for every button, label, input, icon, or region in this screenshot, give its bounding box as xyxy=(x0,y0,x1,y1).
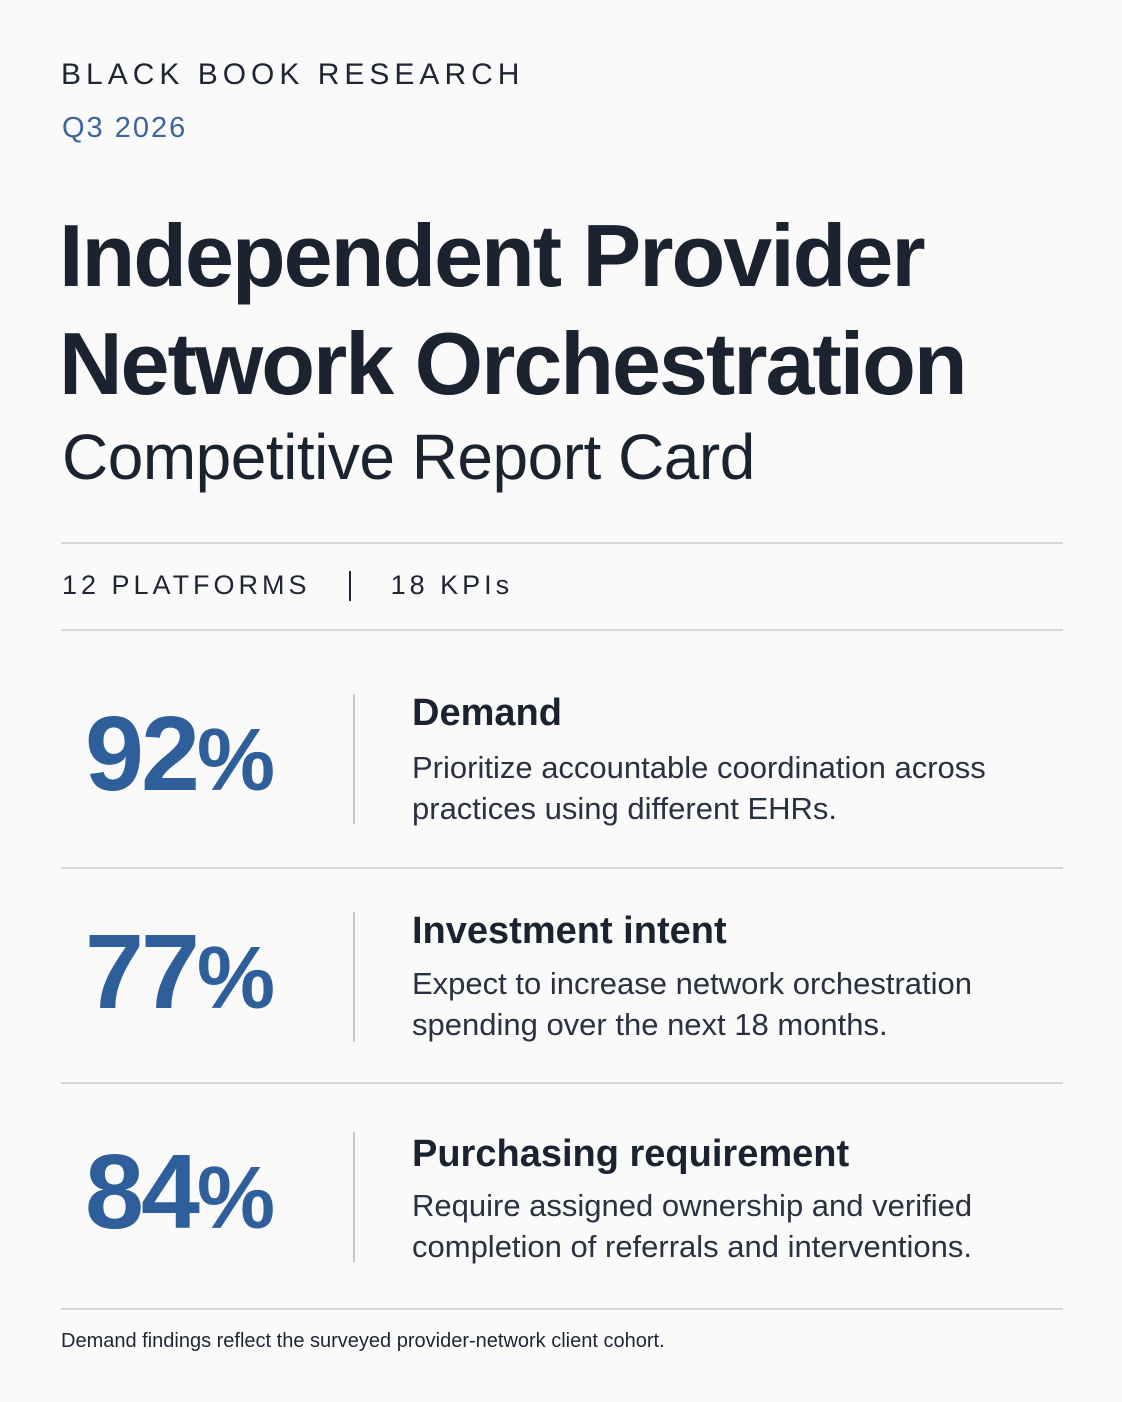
stat-value: 77% xyxy=(85,912,335,1033)
stat-number: 77 xyxy=(85,913,200,1031)
stat-divider xyxy=(353,912,355,1042)
percent-sign: % xyxy=(196,1148,276,1247)
stat-divider xyxy=(353,694,355,824)
stat-description: Prioritize accountable coordination acro… xyxy=(412,750,986,826)
stat-description: Require assigned ownership and verified … xyxy=(412,1188,973,1264)
stat-purchasing-requirement: 84% Purchasing requirement Require assig… xyxy=(61,1132,1063,1272)
divider xyxy=(61,1082,1063,1084)
divider xyxy=(61,1308,1063,1310)
stat-investment-intent: 77% Investment intent Expect to increase… xyxy=(61,910,1063,1052)
stat-divider xyxy=(353,1132,355,1262)
stat-value: 84% xyxy=(85,1132,335,1253)
divider xyxy=(61,629,1063,631)
kpi-count: 18 KPIs xyxy=(390,570,514,600)
stat-number: 84 xyxy=(85,1133,200,1251)
percent-sign: % xyxy=(196,928,276,1027)
report-card: BLACK BOOK RESEARCH Q3 2026 Independent … xyxy=(59,0,1063,1402)
stat-demand: 92% Demand Prioritize accountable coordi… xyxy=(61,692,1063,834)
stat-number: 92 xyxy=(85,695,200,813)
stat-description: Expect to increase network orchestration… xyxy=(412,966,972,1042)
title-line-1: Independent Provider xyxy=(59,206,926,305)
divider xyxy=(61,867,1063,869)
separator xyxy=(348,570,351,601)
scope-summary: 12 PLATFORMS 18 KPIs xyxy=(62,570,513,601)
platform-count: 12 PLATFORMS xyxy=(62,570,311,600)
report-period: Q3 2026 xyxy=(62,112,188,144)
page-subtitle: Competitive Report Card xyxy=(62,421,755,493)
stat-label: Purchasing requirement xyxy=(412,1133,850,1175)
page-title: Independent Provider Network Orchestrati… xyxy=(59,202,968,418)
title-line-2: Network Orchestration xyxy=(59,314,968,413)
divider xyxy=(61,542,1063,544)
percent-sign: % xyxy=(196,710,276,809)
stat-value: 92% xyxy=(85,694,335,815)
publisher-name: BLACK BOOK RESEARCH xyxy=(61,58,525,91)
stat-label: Demand xyxy=(412,692,562,734)
footnote: Demand findings reflect the surveyed pro… xyxy=(61,1330,665,1352)
stat-label: Investment intent xyxy=(412,910,727,952)
